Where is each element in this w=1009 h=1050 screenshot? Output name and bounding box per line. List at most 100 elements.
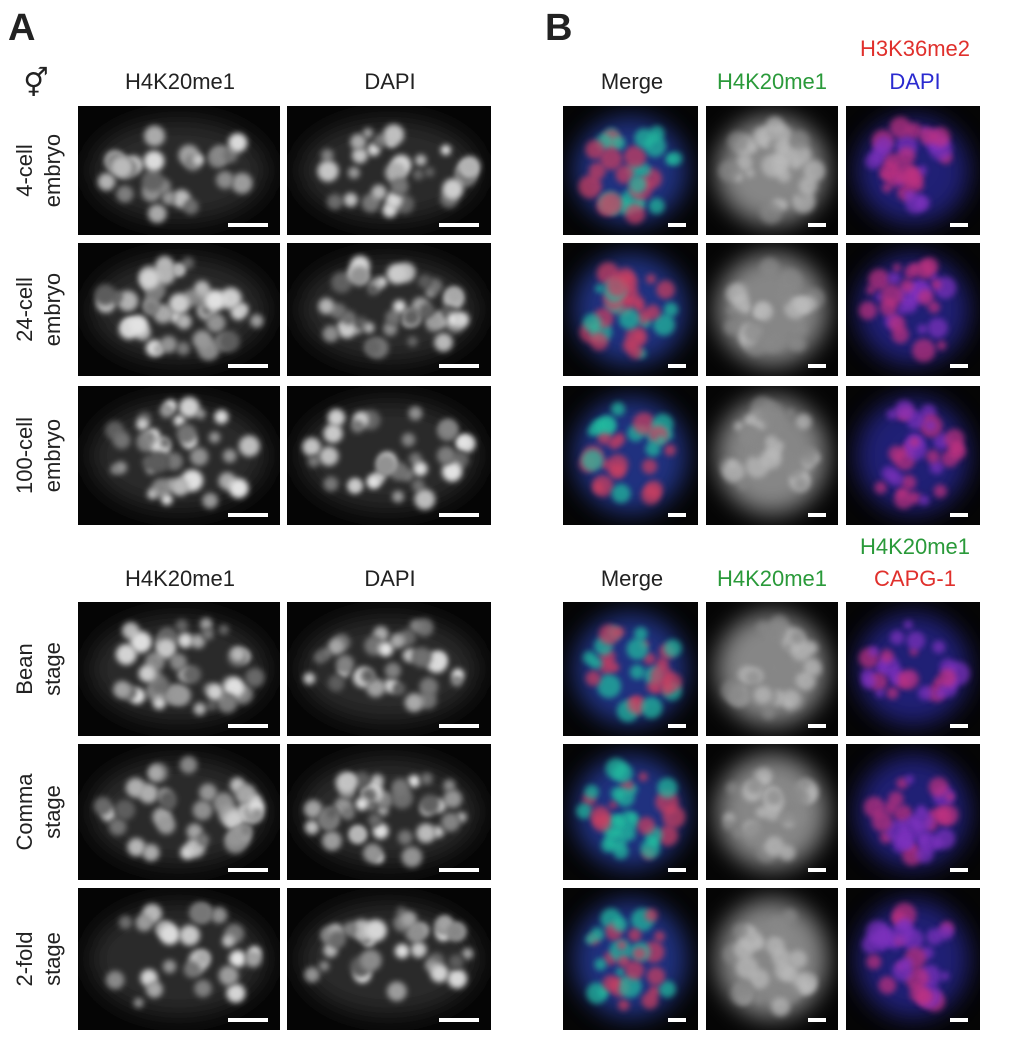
signal [933, 484, 947, 498]
signal [764, 621, 786, 644]
nucleus [323, 423, 343, 444]
nucleus [448, 954, 464, 970]
nucleus [192, 330, 212, 350]
nucleus [438, 419, 458, 438]
nucleus [202, 492, 219, 509]
nucleus [245, 667, 265, 688]
signal [632, 412, 656, 435]
signal [733, 827, 744, 838]
signal [795, 670, 816, 691]
panel-label: B [545, 7, 572, 49]
nucleus [368, 813, 382, 827]
nucleus [118, 915, 133, 930]
signal [897, 305, 907, 315]
signal [798, 974, 817, 994]
signal [932, 806, 948, 821]
signal [896, 777, 909, 790]
nucleus [147, 488, 158, 500]
signal [887, 271, 901, 285]
nucleus [407, 774, 421, 788]
column-header: H4K20me1 [125, 69, 235, 94]
signal [595, 284, 604, 293]
micrograph [563, 386, 698, 525]
signal [917, 165, 927, 176]
signal [761, 337, 777, 353]
signal [886, 686, 899, 700]
nucleus [183, 960, 201, 979]
nucleus [190, 447, 209, 466]
micrograph [846, 106, 980, 235]
nucleus [425, 288, 436, 299]
nucleus [401, 469, 414, 482]
column-header: Merge [601, 69, 663, 94]
signal [610, 786, 625, 801]
nucleus [230, 304, 246, 321]
signal [611, 402, 626, 417]
signal [792, 321, 807, 337]
signal [742, 821, 767, 846]
nucleus [397, 830, 413, 845]
image-content [299, 902, 479, 1016]
signal [928, 777, 949, 797]
nucleus [303, 672, 316, 685]
image-content [716, 754, 828, 870]
nucleus [240, 823, 253, 836]
signal [612, 917, 628, 932]
nucleus [414, 488, 436, 510]
signal [586, 982, 608, 1004]
signal [646, 274, 656, 284]
image-content [90, 756, 268, 867]
signal [735, 983, 744, 992]
nucleus [326, 807, 338, 819]
signal [915, 845, 934, 864]
nucleus [327, 674, 345, 692]
signal [897, 147, 916, 166]
micrograph [287, 888, 491, 1030]
nucleus [144, 125, 166, 147]
signal [803, 658, 822, 676]
embryo-glow [90, 902, 268, 1016]
signal [903, 620, 913, 630]
signal [765, 936, 785, 956]
signal [644, 908, 658, 922]
signal [640, 696, 663, 719]
nucleus [175, 619, 189, 632]
signal [764, 836, 785, 857]
nucleus [372, 823, 389, 839]
signal [657, 777, 678, 799]
nucleus [453, 311, 470, 328]
signal [576, 803, 593, 820]
signal [774, 139, 790, 155]
signal [723, 319, 740, 335]
nucleus [384, 662, 401, 679]
signal [662, 805, 686, 829]
signal [785, 460, 804, 480]
signal [894, 399, 915, 420]
signal [888, 791, 904, 807]
signal [930, 279, 942, 290]
signal [656, 436, 666, 446]
nucleus [362, 127, 374, 139]
signal [585, 139, 605, 160]
signal [598, 415, 617, 434]
signal [618, 308, 640, 330]
nucleus [94, 284, 116, 306]
micrograph [563, 106, 698, 235]
signal [654, 931, 665, 942]
row-label: 2-fold [12, 931, 37, 986]
nucleus [459, 156, 481, 177]
nucleus [359, 949, 382, 972]
nucleus [344, 774, 356, 785]
signal [597, 674, 622, 699]
signal [650, 664, 673, 688]
row-label: 24-cell [12, 277, 37, 342]
signal [634, 301, 645, 312]
signal [609, 800, 618, 809]
nucleus [204, 289, 226, 311]
nucleus [410, 941, 427, 958]
signal [732, 294, 750, 312]
signal [607, 454, 629, 476]
nucleus [176, 313, 192, 330]
signal [745, 670, 761, 685]
nucleus [176, 341, 190, 356]
